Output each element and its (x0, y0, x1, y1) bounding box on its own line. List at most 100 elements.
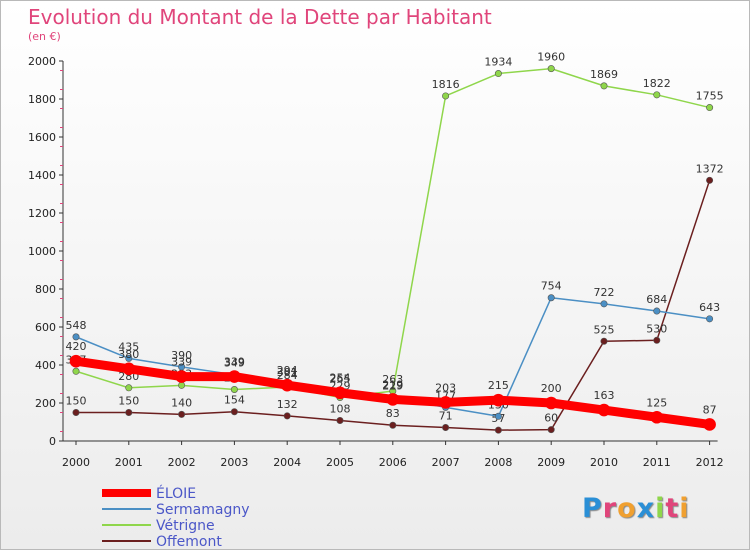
logo-letter: x (636, 493, 656, 524)
legend-label: ÉLOIE (156, 485, 196, 502)
legend-label: Vétrigne (156, 518, 215, 534)
data-point (122, 362, 136, 376)
data-point (439, 396, 452, 409)
x-tick-label: 2000 (62, 456, 90, 469)
data-label: 349 (224, 357, 245, 370)
data-label: 530 (646, 322, 667, 335)
data-point (228, 370, 241, 383)
data-label: 301 (277, 366, 298, 379)
y-tick-label: 600 (35, 321, 56, 334)
data-point (494, 426, 502, 434)
y-tick-label: 800 (35, 283, 56, 296)
data-label: 203 (435, 381, 456, 394)
x-tick-label: 2007 (432, 456, 460, 469)
data-point (230, 408, 238, 416)
proxiti-logo: Proxiti (582, 493, 690, 524)
y-tick-label: 1000 (28, 245, 56, 258)
data-label: 525 (594, 323, 615, 336)
data-point (125, 384, 133, 392)
data-point (494, 70, 502, 78)
data-point (597, 403, 611, 417)
data-point (333, 386, 347, 400)
data-label: 1934 (484, 56, 512, 69)
logo-letter: r (602, 493, 618, 524)
x-tick-label: 2010 (590, 456, 618, 469)
data-point (283, 412, 291, 420)
data-point (125, 408, 133, 416)
data-label: 132 (277, 398, 298, 411)
unit-label: (en €) (28, 30, 61, 43)
data-label: 284 (277, 369, 298, 382)
data-point (547, 294, 555, 302)
data-point (544, 396, 558, 410)
chart-title: Evolution du Montant de la Dette par Hab… (28, 5, 492, 29)
data-point (125, 354, 133, 362)
data-point (389, 421, 397, 429)
data-label: 548 (66, 319, 87, 332)
data-label: 87 (703, 403, 717, 416)
data-point (653, 91, 661, 99)
x-tick-label: 2008 (484, 456, 512, 469)
data-point (653, 307, 661, 315)
data-label: 380 (118, 348, 139, 361)
data-label: 219 (382, 378, 403, 391)
data-point (706, 315, 714, 323)
data-point (178, 381, 186, 389)
data-label: 108 (330, 402, 351, 415)
data-point (650, 410, 664, 424)
x-tick-label: 2009 (537, 456, 565, 469)
data-point (492, 393, 505, 407)
data-point (175, 370, 188, 383)
legend-label: Sermamagny (156, 502, 250, 518)
data-label: 1960 (537, 51, 565, 64)
data-point (178, 410, 186, 418)
data-point (178, 363, 186, 371)
y-tick-label: 400 (35, 359, 56, 372)
data-label: 154 (224, 394, 245, 407)
data-point (600, 300, 608, 308)
x-tick-label: 2002 (168, 456, 196, 469)
data-point (703, 418, 716, 431)
data-label: 722 (594, 286, 615, 299)
data-label: 265 (330, 373, 351, 386)
data-label: 420 (66, 340, 87, 353)
logo-letter: t (665, 493, 680, 524)
data-label: 254 (330, 372, 351, 385)
data-label: 200 (541, 382, 562, 395)
data-label: 339 (171, 356, 192, 369)
logo-letter: P (582, 493, 603, 524)
data-label: 1822 (643, 77, 671, 90)
y-tick-label: 0 (49, 435, 56, 448)
data-label: 215 (488, 379, 509, 392)
data-label: 60 (544, 412, 558, 425)
data-label: 229 (382, 379, 403, 392)
data-point (600, 82, 608, 90)
data-point (494, 412, 502, 420)
data-label: 294 (277, 364, 298, 377)
data-point (706, 104, 714, 112)
x-tick-label: 2001 (115, 456, 143, 469)
data-label: 1372 (696, 162, 724, 175)
x-tick-label: 2012 (696, 456, 724, 469)
y-tick-label: 1800 (28, 93, 56, 106)
data-point (442, 424, 450, 432)
y-tick-label: 1400 (28, 169, 56, 182)
data-point (706, 176, 714, 184)
data-point (72, 408, 80, 416)
data-point (600, 337, 608, 345)
data-point (547, 426, 555, 434)
data-label: 435 (118, 340, 139, 353)
logo-letter: i (655, 493, 666, 524)
y-tick-label: 200 (35, 397, 56, 410)
data-label: 150 (118, 395, 139, 408)
data-point (442, 92, 450, 100)
data-label: 684 (646, 293, 667, 306)
data-label: 71 (439, 410, 453, 423)
data-label: 390 (171, 349, 192, 362)
x-tick-label: 2004 (273, 456, 301, 469)
data-point (72, 367, 80, 375)
data-point (547, 65, 555, 73)
data-label: 150 (66, 395, 87, 408)
